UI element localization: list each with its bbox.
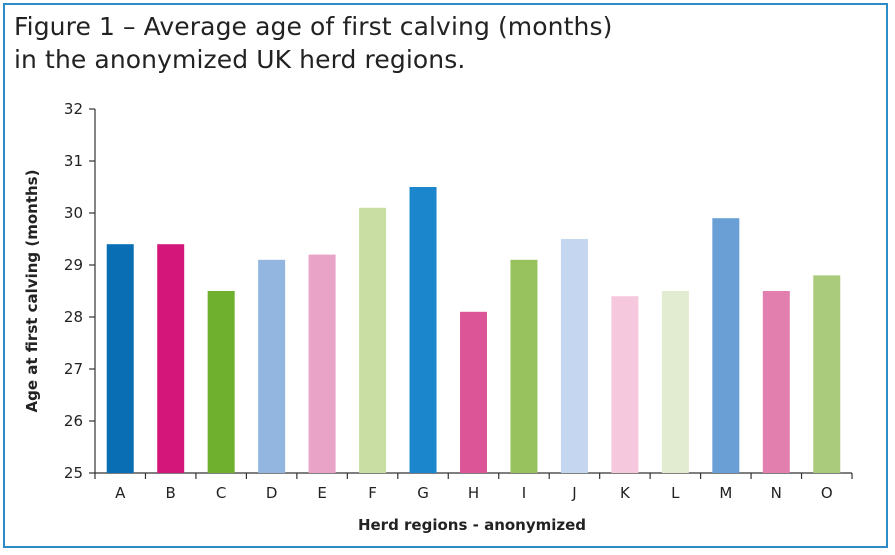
bar-d [258,259,286,473]
bar-o [813,275,841,473]
x-tick-label: J [571,484,576,502]
x-tick-label: H [468,484,479,502]
x-tick-label: K [620,484,631,502]
bar-g [409,187,437,473]
y-tick-label: 30 [64,204,83,222]
bar-series [106,187,841,474]
bar-e [308,254,336,473]
y-tick-label: 32 [64,100,83,118]
bar-i [510,259,538,473]
bar-f [359,207,387,474]
x-tick-label: F [368,484,377,502]
category-labels: A B C D E F G H I J K L M N O [115,484,833,502]
y-tick-label: 31 [64,152,83,170]
y-axis-title: Age at first calving (months) [23,170,41,413]
y-tick-label: 29 [64,256,83,274]
y-tick-label: 26 [64,412,83,430]
x-tick-label: C [216,484,226,502]
bar-h [460,311,487,473]
x-tick-label: G [417,484,429,502]
y-axis: 25 26 27 28 29 30 31 32 [64,100,96,482]
x-tick-label: M [719,484,732,502]
title-line-1: Figure 1 – Average age of first calving … [14,12,613,41]
bar-n [762,291,790,473]
figure-frame [3,3,888,548]
bar-m [712,218,740,473]
bar-l [661,291,689,473]
bar-k [611,296,639,473]
y-tick-label: 27 [64,360,83,378]
x-tick-label: L [671,484,680,502]
x-tick-label: A [115,484,126,502]
x-tick-label: B [166,484,176,502]
y-tick-label: 25 [64,464,83,482]
x-tick-label: I [522,484,526,502]
bar-b [157,244,185,473]
x-axis-title: Herd regions - anonymized [358,516,586,534]
title-line-2: in the anonymized UK herd regions. [14,45,466,74]
x-tick-label: D [266,484,278,502]
x-axis [94,472,853,479]
y-tick-label: 28 [64,308,83,326]
bar-a [106,244,134,473]
bar-c [207,291,235,473]
x-tick-label: O [821,484,833,502]
x-tick-label: N [771,484,782,502]
figure-title: Figure 1 – Average age of first calving … [14,10,612,76]
x-tick-label: E [317,484,326,502]
bar-j [560,239,588,473]
